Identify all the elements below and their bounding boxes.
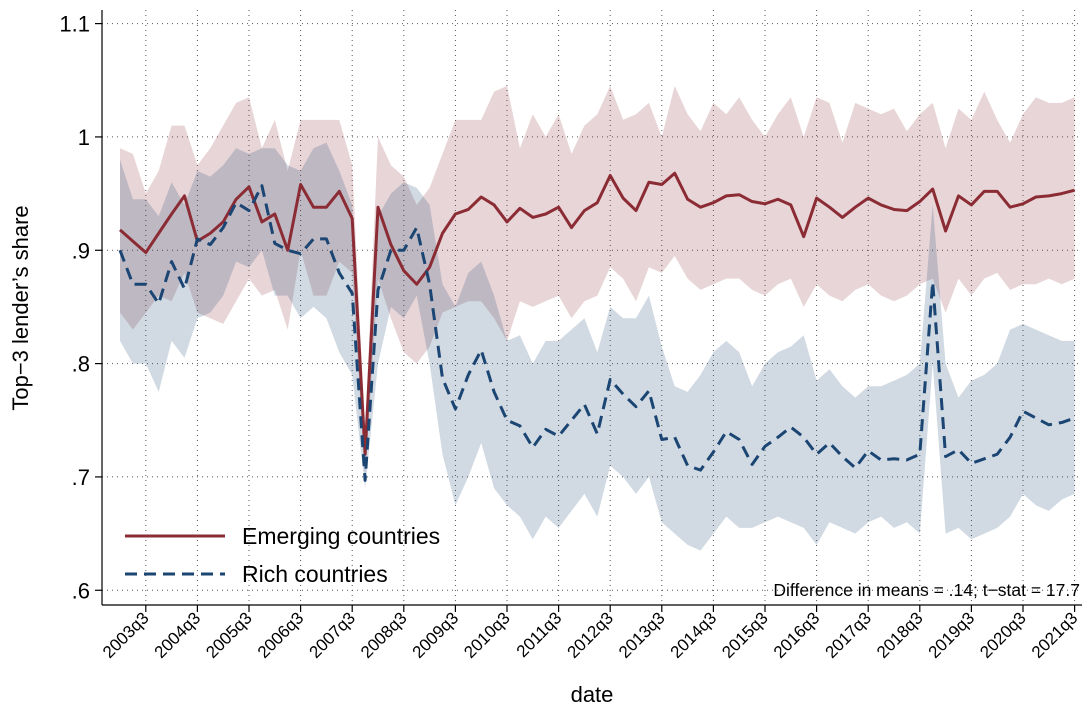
series-line	[119, 171, 1075, 456]
series-line	[118, 184, 1076, 482]
y-axis-label: Top−3 lender’s share	[8, 205, 33, 410]
x-axis-label: date	[571, 682, 614, 707]
y-tick-label: .8	[72, 352, 90, 377]
annotation: Difference in means = .14; t−stat = 17.7	[773, 580, 1080, 600]
legend: Emerging countries Rich countries	[125, 523, 440, 587]
legend-label: Rich countries	[242, 561, 388, 587]
confidence-band	[120, 85, 1075, 477]
y-tick-label: .9	[72, 238, 90, 263]
y-tick-label: .6	[72, 578, 90, 603]
y-tick-label: 1	[78, 125, 90, 150]
y-tick-label: 1.1	[59, 12, 90, 37]
y-tick-label: .7	[72, 465, 90, 490]
legend-label: Emerging countries	[242, 523, 440, 549]
